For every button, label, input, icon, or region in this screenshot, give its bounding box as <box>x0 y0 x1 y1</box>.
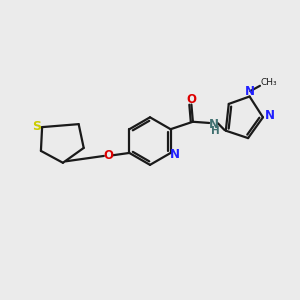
Text: N: N <box>209 118 219 130</box>
Text: N: N <box>170 148 180 161</box>
Text: H: H <box>211 126 220 136</box>
Text: O: O <box>186 93 197 106</box>
Text: S: S <box>32 120 41 133</box>
Text: O: O <box>103 149 113 162</box>
Text: CH₃: CH₃ <box>261 78 278 87</box>
Text: N: N <box>245 85 255 98</box>
Text: N: N <box>265 109 275 122</box>
